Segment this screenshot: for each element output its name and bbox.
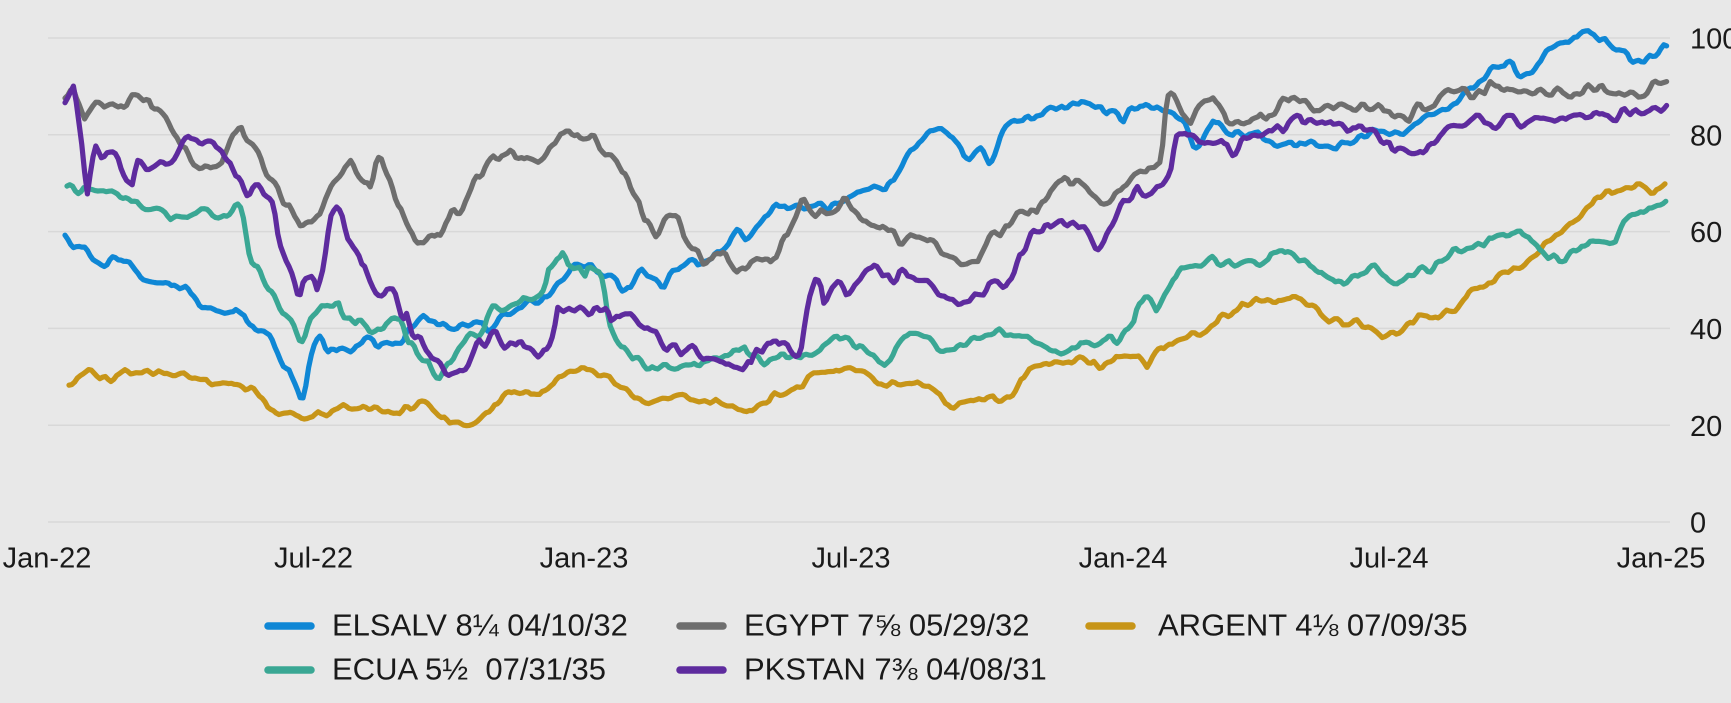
svg-text:EGYPT 7⅝ 05/29/32: EGYPT 7⅝ 05/29/32: [744, 608, 1030, 643]
svg-text:Jan-24: Jan-24: [1079, 543, 1168, 575]
svg-text:80: 80: [1690, 120, 1722, 152]
svg-text:Jan-23: Jan-23: [540, 543, 629, 575]
svg-text:Jul-23: Jul-23: [812, 543, 891, 575]
svg-text:40: 40: [1690, 314, 1722, 346]
svg-text:100: 100: [1690, 24, 1731, 56]
svg-text:Jan-22: Jan-22: [3, 543, 92, 575]
svg-text:60: 60: [1690, 217, 1722, 249]
svg-text:ECUA 5½ 07/31/35: ECUA 5½ 07/31/35: [332, 652, 606, 687]
svg-text:PKSTAN 7⅜ 04/08/31: PKSTAN 7⅜ 04/08/31: [744, 652, 1047, 687]
svg-text:Jul-24: Jul-24: [1350, 543, 1429, 575]
svg-text:Jan-25: Jan-25: [1617, 543, 1706, 575]
svg-text:ARGENT 4⅛ 07/09/35: ARGENT 4⅛ 07/09/35: [1158, 608, 1468, 643]
svg-text:Jul-22: Jul-22: [274, 543, 353, 575]
svg-text:0: 0: [1690, 508, 1706, 540]
svg-text:20: 20: [1690, 411, 1722, 443]
svg-text:ELSALV 8¼ 04/10/32: ELSALV 8¼ 04/10/32: [332, 608, 628, 643]
